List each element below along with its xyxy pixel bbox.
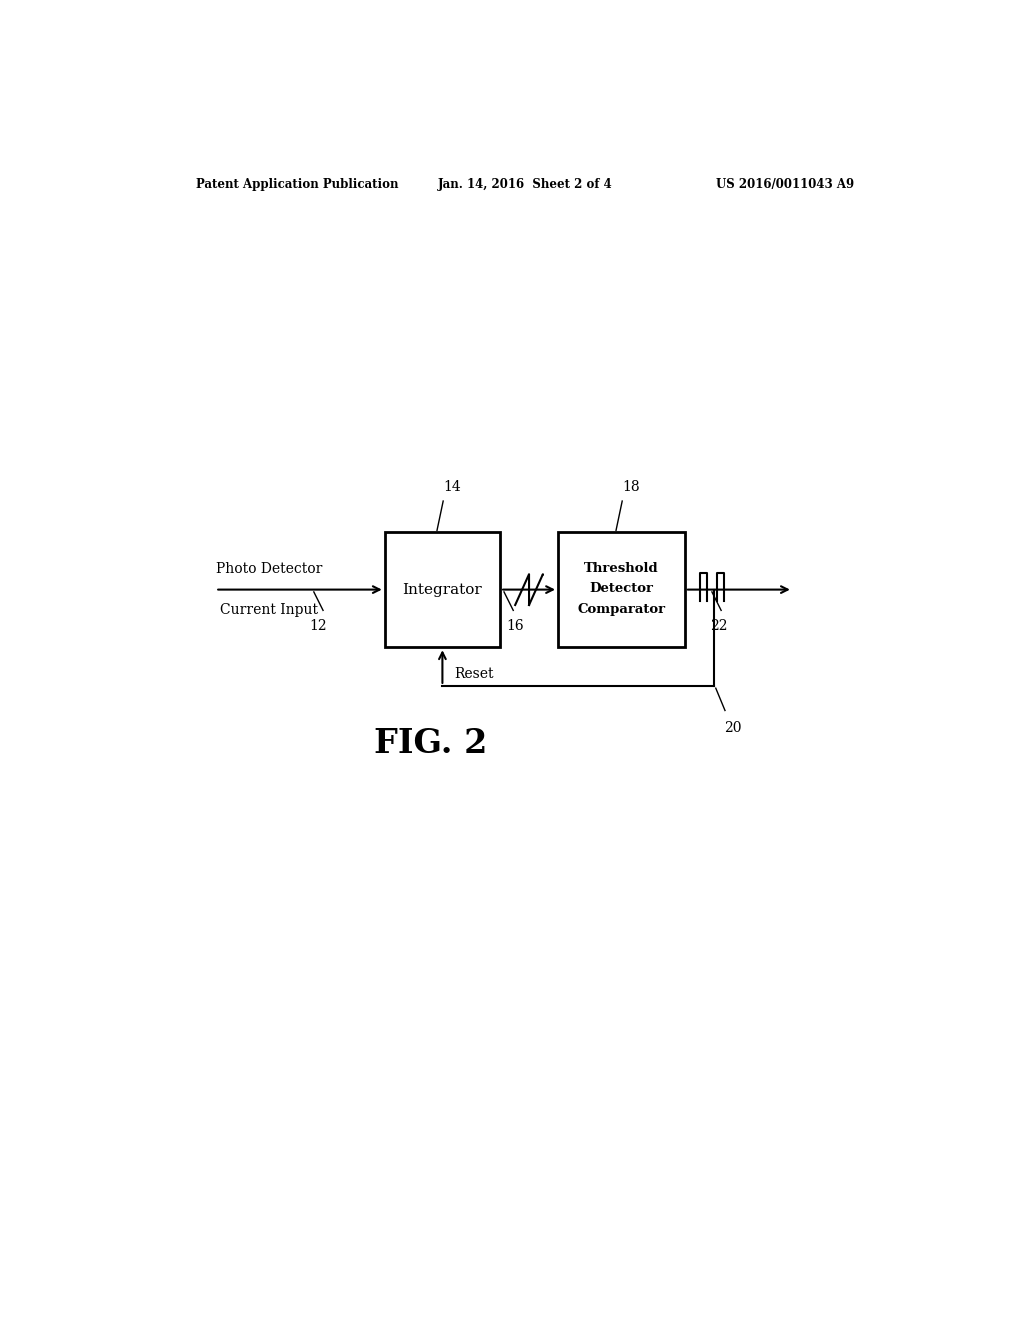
Text: Comparator: Comparator (578, 603, 666, 616)
Text: Photo Detector: Photo Detector (216, 562, 323, 576)
Text: 22: 22 (710, 619, 728, 632)
Text: 18: 18 (623, 480, 640, 494)
Text: FIG. 2: FIG. 2 (374, 727, 487, 760)
Bar (385, 532, 500, 647)
Text: Reset: Reset (454, 667, 494, 681)
Bar (558, 532, 685, 647)
Text: US 2016/0011043 A9: US 2016/0011043 A9 (716, 178, 854, 190)
Text: 16: 16 (507, 619, 524, 632)
Text: Current Input: Current Input (220, 603, 318, 618)
Text: 12: 12 (309, 619, 327, 632)
Text: Jan. 14, 2016  Sheet 2 of 4: Jan. 14, 2016 Sheet 2 of 4 (437, 178, 612, 190)
Text: Threshold: Threshold (584, 561, 658, 574)
Text: 14: 14 (443, 480, 461, 494)
Text: Detector: Detector (590, 582, 653, 594)
Text: Integrator: Integrator (402, 582, 482, 597)
Text: 20: 20 (724, 721, 741, 734)
Text: Patent Application Publication: Patent Application Publication (196, 178, 398, 190)
